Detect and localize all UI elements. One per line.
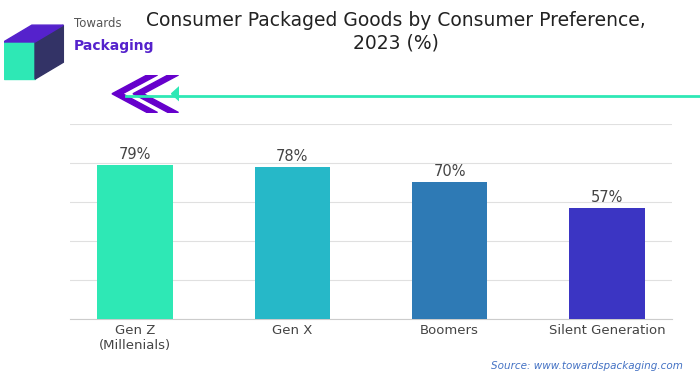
Polygon shape [133, 75, 178, 112]
Polygon shape [112, 75, 158, 112]
Text: Packaging: Packaging [74, 39, 154, 53]
Bar [255, 166, 330, 319]
Text: Source: www.towardspackaging.com: Source: www.towardspackaging.com [491, 361, 682, 371]
Text: Towards: Towards [74, 17, 121, 30]
Text: 79%: 79% [119, 147, 151, 162]
Text: 70%: 70% [433, 164, 466, 179]
Polygon shape [4, 25, 63, 42]
Text: Consumer Packaged Goods by Consumer Preference,
2023 (%): Consumer Packaged Goods by Consumer Pref… [146, 11, 645, 52]
Text: 78%: 78% [276, 149, 309, 164]
Bar [412, 182, 487, 319]
Text: 57%: 57% [591, 190, 623, 205]
Polygon shape [35, 25, 63, 79]
Polygon shape [172, 84, 193, 103]
Bar [97, 165, 173, 319]
Bar [569, 208, 645, 319]
Bar [4, 42, 35, 79]
